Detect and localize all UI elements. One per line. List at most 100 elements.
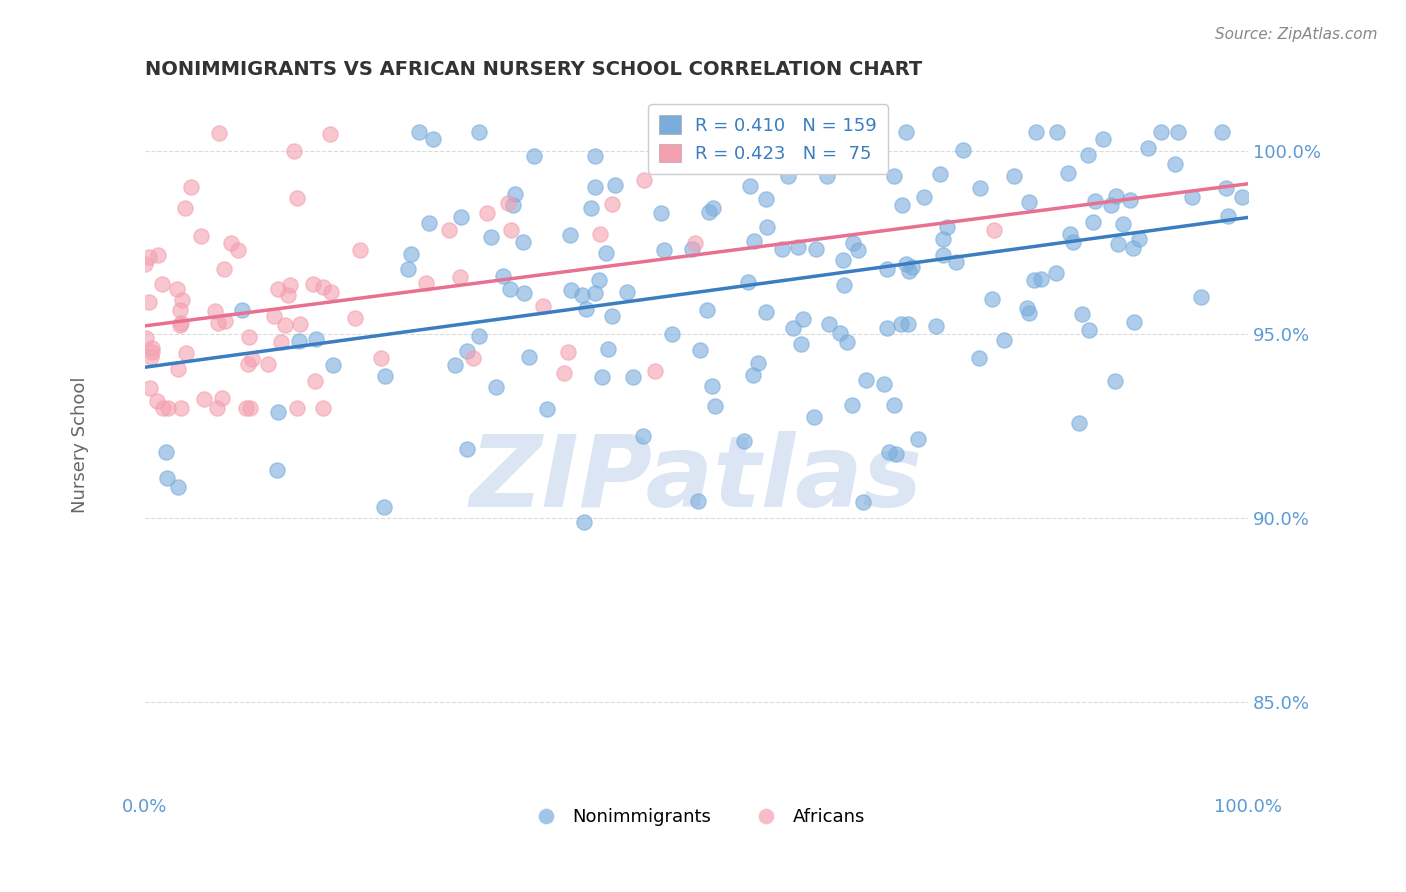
Text: ZIPatlas: ZIPatlas [470,431,922,528]
Point [1046,125,1069,139]
Point [415,276,437,290]
Point [456,344,478,359]
Point [1119,193,1142,207]
Point [1002,169,1025,183]
Point [134,257,156,271]
Point [437,223,460,237]
Point [498,282,520,296]
Point [468,125,491,139]
Point [1077,323,1099,337]
Point [312,401,335,415]
Point [1022,273,1045,287]
Point [790,337,813,351]
Point [456,442,478,456]
Point [322,359,344,373]
Point [193,392,215,407]
Point [503,186,526,201]
Point [266,463,288,477]
Point [832,252,855,267]
Point [936,220,959,235]
Point [776,169,799,184]
Point [686,494,709,508]
Point [579,202,602,216]
Point [873,376,896,391]
Point [560,228,582,243]
Point [492,269,515,284]
Point [172,293,194,307]
Point [374,369,396,384]
Point [319,285,342,299]
Point [932,232,955,246]
Point [267,405,290,419]
Point [945,254,967,268]
Point [141,350,163,364]
Point [699,205,721,219]
Point [311,279,333,293]
Point [257,357,280,371]
Point [980,292,1002,306]
Point [422,131,444,145]
Point [616,285,638,299]
Point [894,257,917,271]
Text: Source: ZipAtlas.com: Source: ZipAtlas.com [1215,27,1378,42]
Point [583,180,606,194]
Point [1017,301,1039,315]
Point [146,393,169,408]
Point [523,149,546,163]
Point [898,264,921,278]
Point [770,243,793,257]
Point [748,125,770,139]
Point [449,269,471,284]
Point [1150,125,1173,139]
Point [1081,215,1104,229]
Point [1025,125,1047,139]
Point [263,309,285,323]
Point [238,330,260,344]
Point [883,169,905,184]
Point [896,125,918,139]
Point [169,318,191,332]
Point [835,334,858,349]
Point [755,219,778,234]
Point [1107,237,1129,252]
Point [741,368,763,383]
Point [633,172,655,186]
Point [174,346,197,360]
Point [496,195,519,210]
Point [842,235,865,250]
Point [737,275,759,289]
Point [1137,141,1160,155]
Point [589,227,612,241]
Point [742,234,765,248]
Point [1215,181,1237,195]
Point [1018,306,1040,320]
Point [800,125,823,139]
Point [231,302,253,317]
Point [1084,194,1107,208]
Point [305,332,328,346]
Point [1104,374,1126,388]
Point [475,206,498,220]
Point [1211,125,1233,139]
Y-axis label: Nursery School: Nursery School [72,376,89,513]
Point [1069,416,1091,430]
Point [815,169,838,183]
Point [755,192,778,206]
Point [1112,217,1135,231]
Point [740,178,762,193]
Point [969,181,991,195]
Point [832,277,855,292]
Legend: Nonimmigrants, Africans: Nonimmigrants, Africans [520,801,872,833]
Point [173,202,195,216]
Point [499,223,522,237]
Point [463,351,485,365]
Point [588,272,610,286]
Point [141,341,163,355]
Point [166,480,188,494]
Point [855,374,877,388]
Point [146,248,169,262]
Point [270,334,292,349]
Point [239,401,262,415]
Point [138,294,160,309]
Point [803,409,825,424]
